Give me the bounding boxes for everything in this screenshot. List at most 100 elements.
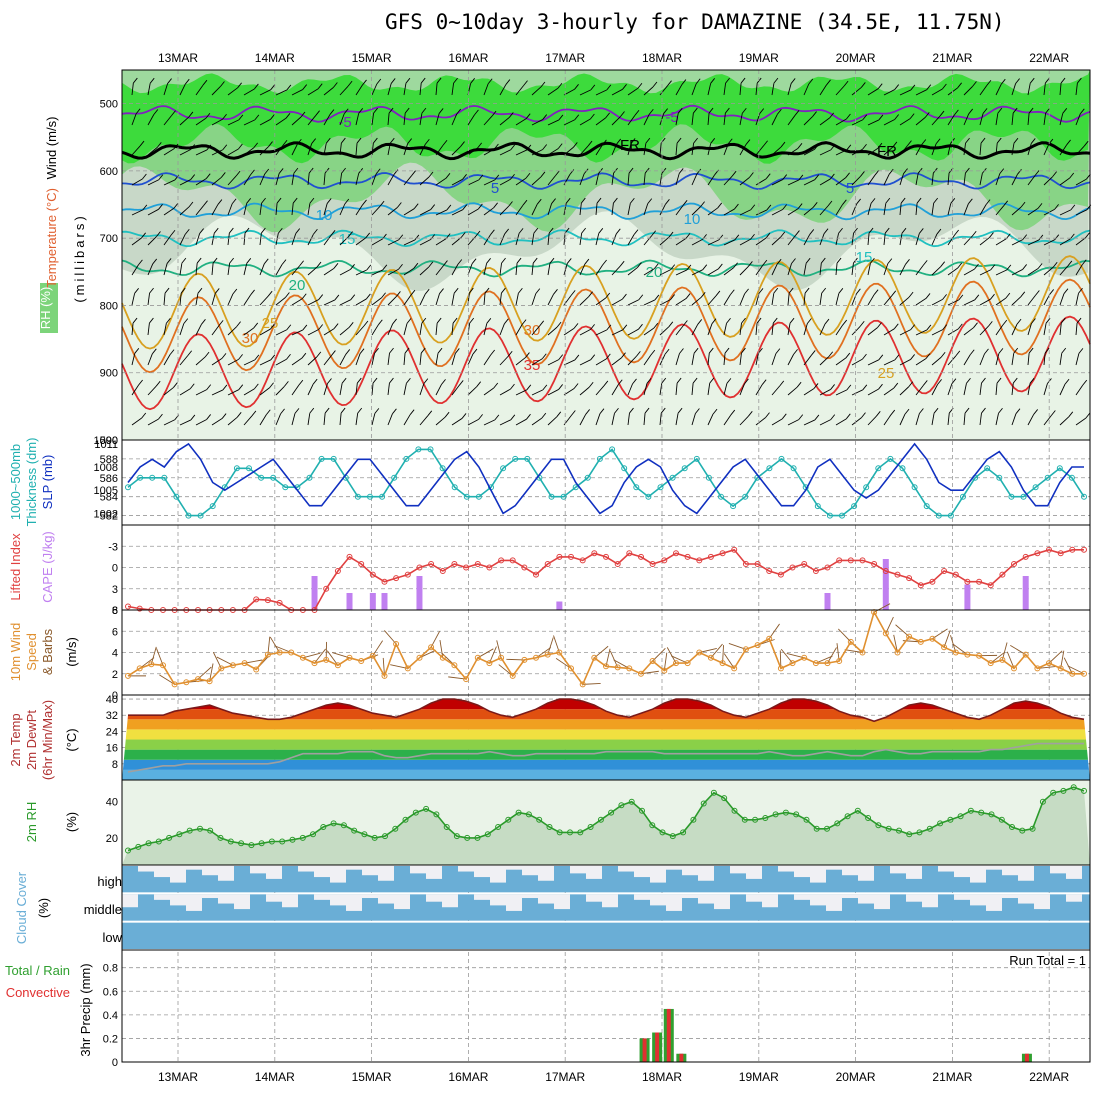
wind-barb	[723, 294, 731, 306]
wind-barb-feather	[888, 168, 894, 175]
wind-barb	[323, 413, 326, 426]
wind-barb-feather	[1061, 347, 1067, 354]
wind-barb	[659, 85, 668, 96]
wind-barb-feather	[922, 380, 928, 386]
rh2m-point	[176, 831, 183, 838]
thickness-point	[391, 474, 398, 481]
lifted-index-point	[742, 561, 749, 567]
wind-barb-feather	[1034, 290, 1040, 296]
wind-barb	[531, 86, 542, 96]
rh2m-point	[926, 825, 933, 832]
wind-barb	[579, 296, 589, 306]
thickness-point	[560, 493, 567, 500]
thickness-point	[887, 455, 894, 462]
wind-barb-feather	[870, 198, 876, 204]
wind10-barb	[844, 649, 863, 653]
wind-barb-feather	[668, 231, 674, 238]
wind-barb-feather	[1017, 169, 1022, 175]
wind-barb	[803, 263, 807, 276]
wind-barb	[1075, 113, 1081, 126]
wind-barb-feather	[900, 197, 906, 204]
wind-barb-feather	[196, 257, 202, 264]
wind-barb-feather	[964, 407, 970, 414]
wind-barb-feather	[526, 384, 532, 391]
wind-barb-feather	[362, 79, 367, 86]
cloud-gap	[842, 866, 858, 876]
wind-barb	[611, 329, 624, 336]
wind-barb-feather	[1015, 408, 1021, 414]
wind-barb-feather	[910, 84, 916, 91]
wind-barb	[339, 413, 342, 426]
wind-tick: 4	[112, 648, 118, 660]
wind-barb	[419, 323, 423, 336]
wind-speed-point	[859, 649, 866, 656]
wind-barb-feather	[199, 228, 204, 234]
wind-barb-feather	[918, 228, 924, 234]
precip-conv-bar	[642, 1038, 647, 1062]
wind-barb	[979, 298, 991, 306]
wind10-barb	[873, 603, 891, 613]
wind10-barb	[269, 636, 280, 653]
wind-barb-feather	[444, 411, 450, 418]
thickness-point	[863, 484, 870, 491]
rh2m-point	[310, 831, 316, 838]
wind-barb	[787, 208, 799, 216]
wind-barb	[659, 413, 662, 426]
rh2m-point	[813, 825, 820, 832]
wind-barb	[931, 88, 943, 96]
wind-barb	[723, 83, 727, 96]
wind-barb	[483, 148, 495, 156]
wind-barb-feather	[763, 140, 768, 147]
wind-barb-feather	[798, 174, 804, 181]
wind-barb	[467, 208, 479, 216]
lifted-index-point	[451, 561, 458, 567]
wind-barb-feather	[1054, 234, 1060, 240]
wind-barb-feather	[870, 257, 875, 264]
thickness-point	[584, 474, 591, 481]
wind-barb	[883, 414, 892, 426]
lifted-index-point	[323, 585, 330, 592]
wind-barb	[387, 413, 393, 426]
wind-barb	[883, 89, 895, 96]
wind-barb	[435, 177, 447, 186]
wind-barb	[163, 419, 175, 426]
rh2m-point	[597, 816, 604, 823]
wind-speed-point	[346, 654, 353, 661]
wind-barb-feather	[278, 168, 284, 174]
wind-barb-feather	[317, 83, 323, 89]
wind-barb	[291, 203, 294, 216]
wind-barb-feather	[775, 348, 781, 354]
wind-barb	[1011, 383, 1014, 396]
cloud-gap	[218, 866, 234, 881]
cloud-gap	[362, 894, 378, 899]
wind-barb	[739, 383, 745, 396]
lifted-index-point	[707, 553, 714, 560]
wind-barb	[483, 115, 493, 126]
wind-barb-feather	[806, 318, 812, 324]
wind-barb	[851, 417, 862, 426]
wind-barb-feather	[1029, 77, 1035, 84]
wind-barb-feather	[808, 78, 814, 85]
wind-barb	[163, 207, 175, 216]
cloud-gap	[666, 894, 682, 911]
wind-barb-feather	[222, 113, 227, 120]
wind-barb-feather	[253, 142, 259, 149]
label-rh2m-2: (%)	[64, 812, 79, 832]
wind-barb-feather	[814, 414, 820, 421]
wind-barb	[563, 88, 575, 96]
wind-barb-feather	[907, 140, 912, 146]
wind-barb-feather	[616, 138, 622, 145]
wind-barb-feather	[1000, 78, 1006, 85]
wind-barb-feather	[522, 199, 528, 206]
wind-barb	[1059, 265, 1069, 276]
wind-barb	[899, 329, 911, 336]
wind-barb-feather	[745, 139, 751, 145]
wind-barb	[323, 328, 335, 336]
wind-barb	[1059, 144, 1067, 156]
wind-barb	[771, 236, 782, 246]
wind-barb-feather	[892, 141, 898, 148]
wind-barb-feather	[574, 84, 579, 90]
thickness-point	[367, 493, 373, 500]
wind-speed-point	[451, 662, 458, 669]
wind-barb	[835, 418, 847, 426]
